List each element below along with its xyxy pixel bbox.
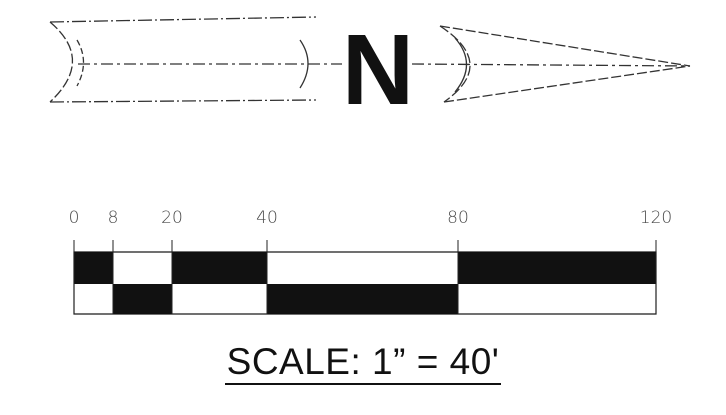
north-arrow-tail (49, 16, 342, 103)
scale-segment-bottom-2 (172, 284, 267, 314)
scale-segment-top-2 (172, 252, 267, 284)
scale-segment-bottom-0 (74, 284, 113, 314)
scale-label: SCALE: 1” = 40' (224, 341, 502, 385)
scale-segment-bottom-3 (267, 284, 458, 314)
scale-segment-top-0 (74, 252, 113, 284)
north-arrow: N (49, 14, 691, 126)
north-letter: N (342, 14, 414, 126)
scale-bar (73, 240, 657, 315)
scale-tick-label-0: 0 (68, 208, 80, 228)
scale-segment-bottom-1 (113, 284, 172, 314)
scale-tick-label-40: 40 (256, 208, 278, 228)
scale-segment-top-4 (458, 252, 656, 284)
scale-tick-label-8: 8 (107, 208, 119, 228)
scale-label-wrap: SCALE: 1” = 40' (0, 341, 726, 385)
scale-tick-label-20: 20 (161, 208, 183, 228)
scale-tick-label-80: 80 (447, 208, 469, 228)
scale-segment-top-3 (267, 252, 458, 284)
scale-segment-bottom-4 (458, 284, 656, 314)
north-arrow-head (411, 25, 691, 103)
scale-tick-label-120: 120 (639, 208, 673, 228)
scale-segment-top-1 (113, 252, 172, 284)
